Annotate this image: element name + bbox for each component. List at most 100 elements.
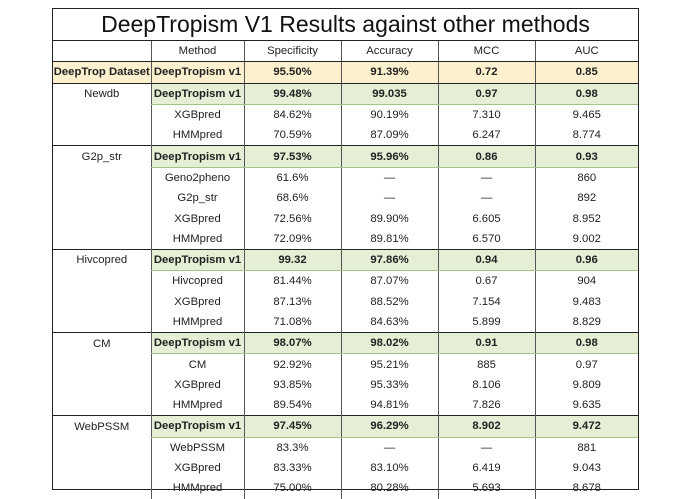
header-method: Method bbox=[150, 41, 244, 63]
table-row: DeepTrop Dataset DeepTropism v1 95.50% 91.3… bbox=[53, 61, 638, 84]
mcc-cell: 0.91 bbox=[437, 332, 535, 355]
mcc-cell: 8.902 bbox=[437, 415, 535, 438]
dataset-cell bbox=[53, 188, 151, 208]
mcc-cell: 0.97 bbox=[437, 82, 535, 105]
method-cell: CM bbox=[150, 353, 244, 375]
accuracy-cell: 95.33% bbox=[340, 374, 438, 396]
mcc-cell: — bbox=[437, 188, 535, 209]
results-table-frame: DeepTropism V1 Results against other met… bbox=[52, 8, 639, 499]
auc-cell: 892 bbox=[534, 188, 638, 209]
specificity-cell: 72.09% bbox=[243, 228, 341, 250]
dataset-cell: G2p_str bbox=[53, 145, 151, 168]
dataset-cell bbox=[53, 354, 151, 375]
method-cell: G2p_str bbox=[150, 188, 244, 209]
accuracy-cell: 84.63% bbox=[340, 311, 438, 333]
method-cell: Hivcopred bbox=[150, 270, 244, 292]
auc-cell: 9.809 bbox=[534, 374, 638, 396]
accuracy-cell: 98.02% bbox=[340, 332, 438, 355]
accuracy-cell: 80.28% bbox=[340, 478, 438, 499]
dataset-cell: DeepTrop Dataset bbox=[53, 61, 151, 84]
table-title: DeepTropism V1 Results against other met… bbox=[53, 9, 638, 41]
accuracy-cell: 88.52% bbox=[340, 291, 438, 312]
specificity-cell: 89.54% bbox=[243, 395, 341, 416]
table-row: WebPSSM 83.3% — —881 bbox=[53, 437, 638, 458]
specificity-cell: 61.6% bbox=[243, 167, 341, 189]
mcc-cell: 6.419 bbox=[437, 457, 535, 479]
accuracy-cell: 99.035 bbox=[340, 82, 438, 105]
table-row: XGBpred 83.33% 83.10% 6.419 9.043 bbox=[53, 457, 638, 479]
specificity-cell: 92.92% bbox=[243, 353, 341, 375]
method-cell: HMMpred bbox=[150, 478, 244, 499]
auc-cell: 9.043 bbox=[534, 457, 638, 479]
specificity-cell: 83.3% bbox=[243, 437, 341, 458]
dataset-cell bbox=[53, 292, 151, 312]
mcc-cell: — bbox=[437, 167, 535, 189]
mcc-cell: 5.899 bbox=[437, 311, 535, 333]
table-row: WebPSSM DeepTropism v1 97.45% 96.29% 8.902 9.… bbox=[53, 415, 638, 438]
accuracy-cell: 91.39% bbox=[340, 61, 438, 84]
method-cell: DeepTropism v1 bbox=[150, 332, 244, 355]
dataset-cell bbox=[53, 125, 151, 146]
specificity-cell: 75.00% bbox=[243, 478, 341, 499]
table-row: XGBpred 87.13% 88.52% 7.154 9.483 bbox=[53, 291, 638, 312]
dataset-cell bbox=[53, 312, 151, 333]
method-cell: WebPSSM bbox=[150, 437, 244, 458]
table-row: Geno2pheno 61.6% — —860 bbox=[53, 167, 638, 189]
specificity-cell: 81.44% bbox=[243, 270, 341, 292]
auc-cell: 0.98 bbox=[534, 82, 638, 105]
table-row: XGBpred 72.56% 89.90% 6.605 8.952 bbox=[53, 208, 638, 229]
mcc-cell: 5.693 bbox=[437, 478, 535, 499]
auc-cell: 8.774 bbox=[534, 125, 638, 146]
mcc-cell: 6.605 bbox=[437, 208, 535, 229]
table-row: HMMpred 89.54% 94.81% 7.826 9.635 bbox=[53, 395, 638, 416]
table-row: XGBpred 93.85% 95.33% 8.106 9.809 bbox=[53, 374, 638, 396]
accuracy-cell: 87.07% bbox=[340, 270, 438, 292]
specificity-cell: 99.48% bbox=[243, 82, 341, 105]
accuracy-cell: 89.90% bbox=[340, 208, 438, 229]
auc-cell: 8.952 bbox=[534, 208, 638, 229]
mcc-cell: 0.67 bbox=[437, 270, 535, 292]
auc-cell: 8.829 bbox=[534, 311, 638, 333]
specificity-cell: 87.13% bbox=[243, 291, 341, 312]
specificity-cell: 71.08% bbox=[243, 311, 341, 333]
dataset-cell bbox=[53, 208, 151, 228]
dataset-cell bbox=[53, 271, 151, 292]
auc-cell: 0.97 bbox=[534, 353, 638, 375]
auc-cell: 9.635 bbox=[534, 395, 638, 416]
dataset-cell bbox=[53, 437, 151, 458]
table-row: G2p_str 68.6% — —892 bbox=[53, 188, 638, 209]
mcc-cell: 0.72 bbox=[437, 61, 535, 84]
accuracy-cell: — bbox=[340, 188, 438, 209]
dataset-cell: Newdb bbox=[53, 82, 151, 105]
specificity-cell: 98.07% bbox=[243, 332, 341, 355]
accuracy-cell: 96.29% bbox=[340, 415, 438, 438]
accuracy-cell: 95.21% bbox=[340, 353, 438, 375]
mcc-cell: 7.154 bbox=[437, 291, 535, 312]
specificity-cell: 83.33% bbox=[243, 457, 341, 479]
accuracy-cell: 87.09% bbox=[340, 125, 438, 146]
dataset-cell bbox=[53, 375, 151, 395]
dataset-cell bbox=[53, 167, 151, 188]
accuracy-cell: 83.10% bbox=[340, 457, 438, 479]
accuracy-cell: 95.96% bbox=[340, 145, 438, 168]
dataset-cell: WebPSSM bbox=[53, 415, 151, 438]
dataset-cell: CM bbox=[53, 332, 151, 354]
specificity-cell: 97.53% bbox=[243, 145, 341, 168]
specificity-cell: 93.85% bbox=[243, 374, 341, 396]
auc-cell: 9.465 bbox=[534, 104, 638, 126]
table-row: HMMpred 71.08% 84.63% 5.899 8.829 bbox=[53, 311, 638, 333]
mcc-cell: 6.570 bbox=[437, 228, 535, 250]
method-cell: DeepTropism v1 bbox=[150, 61, 244, 84]
specificity-cell: 68.6% bbox=[243, 188, 341, 209]
table-row: CM 92.92% 95.21% 885 0.97 bbox=[53, 353, 638, 375]
auc-cell: 9.472 bbox=[534, 415, 638, 438]
auc-cell: 0.93 bbox=[534, 145, 638, 168]
mcc-cell: 6.247 bbox=[437, 125, 535, 146]
mcc-cell: 7.826 bbox=[437, 395, 535, 416]
header-mcc: MCC bbox=[437, 41, 535, 63]
auc-cell: 0.98 bbox=[534, 332, 638, 355]
table-row: HMMpred 72.09% 89.81% 6.570 9.002 bbox=[53, 228, 638, 250]
dataset-cell: Hivcopred bbox=[53, 248, 151, 271]
auc-cell: 9.002 bbox=[534, 228, 638, 250]
mcc-cell: 7.310 bbox=[437, 104, 535, 126]
